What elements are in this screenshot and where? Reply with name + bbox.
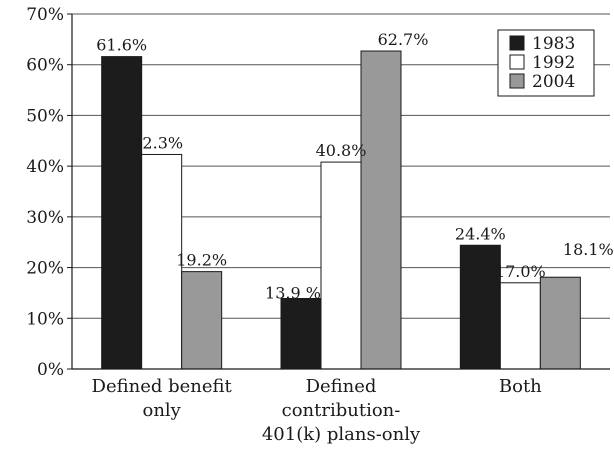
- data-labels: 61.6% 42.3% 19.2% 13.9 % 40.8% 62.7% 24.4% 17.0…: [96, 30, 613, 302]
- y-tick-label: 40%: [26, 157, 64, 177]
- y-axis-ticks: 0% 10% 20% 30% 40% 50% 60% 70%: [26, 5, 72, 380]
- legend-label-1992: 1992: [532, 53, 575, 73]
- y-tick-label: 10%: [26, 309, 64, 329]
- category-label: only: [142, 400, 181, 421]
- legend-swatch-1983: [509, 35, 525, 51]
- y-tick-label: 0%: [37, 360, 64, 380]
- category-labels: Defined benefit only Defined contribution- 4…: [92, 376, 543, 445]
- data-label: 42.3%: [132, 133, 183, 152]
- bar-2004: [539, 276, 581, 370]
- category-label: Defined: [306, 376, 377, 397]
- axes: [71, 14, 610, 370]
- category-label: 401(k) plans-only: [262, 424, 421, 445]
- bar-1983: [459, 244, 501, 370]
- data-label: 24.4%: [455, 224, 506, 243]
- y-tick-label: 50%: [26, 106, 64, 126]
- y-tick-label: 70%: [26, 5, 64, 25]
- bar-2004: [181, 271, 223, 370]
- data-label: 40.8%: [316, 141, 367, 160]
- data-label: 17.0%: [495, 262, 546, 281]
- category-label: Defined benefit: [92, 376, 233, 397]
- category-label: Both: [499, 376, 542, 397]
- data-label: 13.9 %: [265, 284, 321, 303]
- data-label: 62.7%: [378, 30, 429, 49]
- category-label: contribution-: [282, 400, 401, 421]
- data-label: 18.1%: [563, 240, 614, 259]
- bar-1983: [280, 298, 322, 370]
- data-label: 19.2%: [176, 251, 227, 270]
- data-label: 61.6%: [96, 36, 147, 55]
- legend-label-1983: 1983: [532, 34, 575, 54]
- bar-1992: [499, 282, 541, 370]
- bar-1992: [320, 161, 362, 370]
- legend-label-2004: 2004: [532, 72, 575, 92]
- bar-2004: [360, 50, 402, 370]
- y-tick-label: 20%: [26, 259, 64, 279]
- bar-1983: [101, 56, 143, 370]
- y-tick-label: 60%: [26, 56, 64, 76]
- bars: [101, 50, 581, 370]
- legend-swatch-1992: [509, 54, 525, 70]
- y-tick-label: 30%: [26, 208, 64, 228]
- legend-swatch-2004: [509, 73, 525, 89]
